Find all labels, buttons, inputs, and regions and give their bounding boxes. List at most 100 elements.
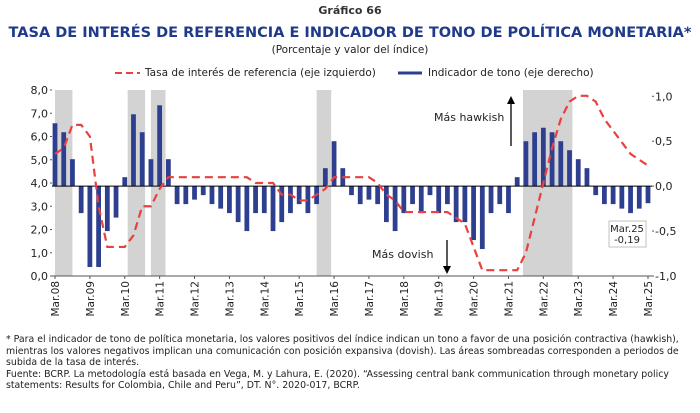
tone-bar — [122, 177, 128, 187]
tone-bar — [453, 186, 459, 223]
tone-bar — [305, 186, 311, 214]
chart: Gráfico 66 TASA DE INTERÉS DE REFERENCIA… — [9, 4, 692, 317]
tone-bar — [131, 114, 136, 187]
arrow-head — [443, 266, 451, 274]
x-tick-label: Mar.10 — [120, 281, 132, 317]
tone-bar — [619, 186, 625, 209]
y-tick-label: 3,0 — [31, 200, 49, 213]
arrow-head — [507, 96, 515, 104]
annotation: Más dovish — [372, 248, 433, 261]
tone-bar — [183, 186, 189, 205]
tone-bar — [383, 186, 389, 223]
tone-bar — [244, 186, 250, 232]
y-tick-label: 0,0 — [31, 270, 49, 283]
y-tick-label: 7,0 — [31, 107, 49, 120]
tone-bar — [104, 186, 110, 232]
legend-label: Indicador de tono (eje derecho) — [428, 67, 594, 79]
tone-bar — [540, 127, 546, 187]
shaded-period — [523, 90, 573, 276]
tone-bar — [139, 132, 145, 187]
tone-bar — [593, 186, 599, 196]
tone-bar — [462, 186, 468, 223]
tone-bar — [628, 186, 633, 214]
tone-bar — [471, 186, 476, 241]
tone-bar — [209, 186, 215, 205]
tone-bar — [288, 186, 293, 214]
chart-label: Gráfico 66 — [318, 4, 382, 17]
y-tick-label: 8,0 — [31, 84, 49, 97]
tone-bar — [200, 186, 206, 196]
tone-bar — [357, 186, 363, 205]
tone-bar — [52, 123, 58, 187]
tone-bar — [410, 186, 415, 205]
x-tick-label: Mar.17 — [364, 281, 376, 317]
data-label: -0,19 — [614, 235, 640, 246]
tone-bar — [575, 159, 581, 187]
tone-bar — [636, 186, 642, 209]
tone-bar — [270, 186, 276, 232]
tone-bar — [645, 186, 651, 204]
x-tick-label: Mar.19 — [434, 281, 446, 317]
y2-tick-label: 1,0 — [655, 90, 673, 103]
plot-area: 0,0 1,0 2,0 3,0 4,0 5,0 6,0 7,0 8,0 -1,0 -0,5 0,0 0,… — [31, 84, 677, 317]
tone-bar — [610, 186, 616, 205]
x-tick-label: Mar.20 — [469, 281, 481, 317]
y-tick-label: 6,0 — [31, 131, 49, 144]
tone-bar — [78, 186, 84, 214]
tone-bar — [532, 132, 538, 187]
tone-bar — [497, 186, 503, 205]
y2-tick-label: 0,5 — [655, 135, 673, 148]
x-tick-label: Mar.21 — [503, 281, 515, 317]
tone-bar — [279, 186, 285, 223]
tone-bar — [113, 186, 119, 218]
tone-bar — [523, 141, 529, 187]
x-tick-label: Mar.22 — [538, 281, 550, 317]
label-box — [608, 220, 647, 248]
x-tick-label: Mar.14 — [259, 281, 271, 317]
chart-subtitle: (Porcentaje y valor del índice) — [272, 44, 429, 56]
tone-bar — [506, 186, 511, 214]
y2-tick-label: -1,0 — [655, 270, 676, 283]
x-tick-label: Mar.23 — [573, 281, 585, 317]
tone-bar — [514, 177, 520, 187]
tone-bar — [445, 186, 450, 205]
tone-bar — [296, 186, 302, 205]
x-tick-label: Mar.09 — [85, 281, 97, 317]
x-tick-label: Mar.16 — [329, 281, 341, 317]
tone-bar — [261, 186, 267, 214]
x-tick-label: Mar.13 — [224, 281, 236, 317]
tone-bar — [366, 186, 372, 200]
tone-bar — [235, 186, 241, 223]
tone-bar — [392, 186, 398, 232]
chart-title: TASA DE INTERÉS DE REFERENCIA E INDICADO… — [9, 24, 692, 41]
tone-bar — [602, 186, 607, 205]
annotation: Mar.25 — [610, 224, 644, 235]
tone-bar — [479, 186, 485, 250]
tone-bar — [331, 141, 337, 187]
source: Fuente: BCRP. La metodología está basada… — [6, 368, 669, 392]
tone-bar — [375, 186, 381, 205]
notes: * Para el indicador de tono de política … — [6, 334, 696, 392]
y-tick-label: 2,0 — [31, 224, 49, 237]
tone-bar — [349, 186, 354, 196]
tone-bar — [584, 168, 590, 187]
tone-bar — [488, 186, 494, 214]
tone-bar — [87, 186, 93, 268]
tone-bar — [165, 159, 171, 187]
tone-bar — [96, 186, 101, 268]
y-tick-label: 1,0 — [31, 247, 49, 260]
footnote: * Para el indicador de tono de política … — [6, 334, 679, 369]
tone-bar — [401, 186, 407, 214]
tone-bar — [70, 159, 75, 187]
tone-bar — [192, 186, 197, 200]
tone-bar — [322, 168, 328, 187]
tone-bar — [567, 150, 572, 187]
x-tick-label: Mar.12 — [190, 281, 202, 317]
tone-bar — [218, 186, 224, 209]
tone-bar — [174, 186, 180, 205]
legend-label: Tasa de interés de referencia (eje izqui… — [144, 67, 376, 79]
y-tick-label: 5,0 — [31, 154, 49, 167]
tone-bar — [558, 141, 564, 187]
tone-bar — [427, 186, 433, 196]
